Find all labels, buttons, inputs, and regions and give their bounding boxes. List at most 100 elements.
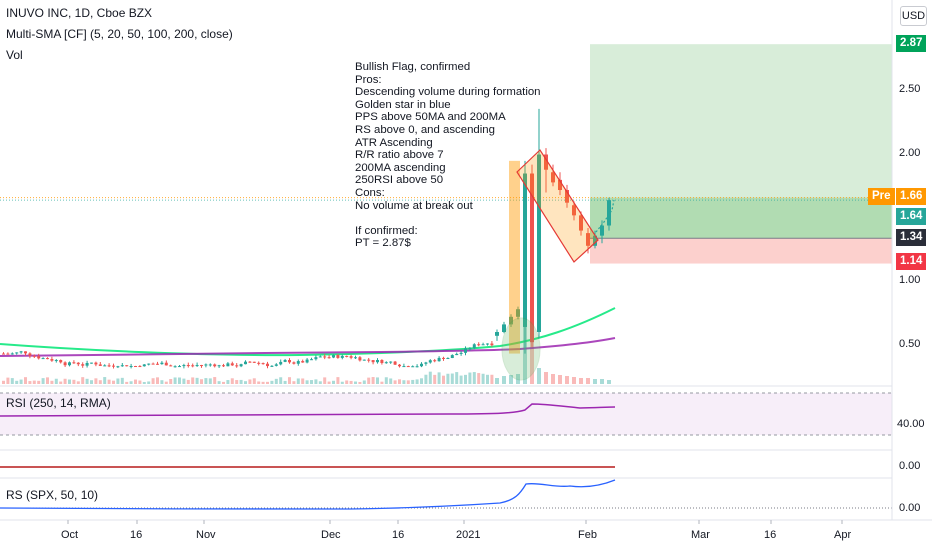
volume-bar (151, 378, 155, 384)
volume-bar (301, 378, 305, 384)
candle-body (164, 362, 168, 366)
candle-body (486, 343, 489, 345)
volume-bar (296, 378, 300, 384)
volume-legend[interactable]: Vol (6, 48, 23, 62)
volume-bar (336, 377, 340, 384)
candle-body (502, 324, 506, 333)
volume-bar (125, 381, 129, 384)
volume-bar (406, 380, 410, 384)
candle-body (442, 357, 445, 359)
candle-body (464, 348, 467, 353)
volume-bar (393, 380, 397, 384)
volume-bar (477, 373, 481, 384)
price-tick-label: 0.50 (899, 338, 921, 350)
time-tick-label: 16 (764, 529, 777, 541)
candle-body (160, 362, 164, 365)
price-tick-label: 2.50 (899, 83, 921, 95)
sma-slow-line (0, 337, 616, 357)
time-tick-label: 16 (130, 529, 143, 541)
volume-bar (252, 378, 256, 384)
candle-body (19, 351, 23, 353)
volume-bar (437, 372, 441, 384)
volume-bar (442, 375, 445, 384)
candle-body (178, 366, 181, 368)
candle-body (459, 352, 463, 354)
sma-legend[interactable]: Multi-SMA [CF] (5, 20, 50, 100, 200, clo… (6, 27, 233, 41)
atr-tick-label: 0.00 (899, 460, 921, 472)
volume-bar (191, 377, 195, 384)
candle-body (301, 361, 305, 363)
volume-bar (565, 376, 569, 384)
volume-bar (544, 372, 548, 384)
currency-button[interactable]: USD (900, 6, 927, 26)
candle-body (186, 365, 190, 367)
symbol-legend[interactable]: INUVO INC, 1D, Cboe BZX (6, 6, 153, 20)
candle-body (125, 365, 129, 367)
volume-bar (217, 381, 221, 384)
volume-bar (433, 374, 437, 384)
candle-body (24, 351, 27, 354)
volume-bar (551, 374, 555, 384)
volume-bar (530, 324, 534, 384)
candle-body (156, 363, 159, 365)
candle-body (371, 360, 375, 363)
volume-bar (455, 372, 459, 384)
rs-legend[interactable]: RS (SPX, 50, 10) (6, 488, 99, 502)
candle-body (411, 366, 415, 368)
stop-price-tag: 1.14 (896, 253, 927, 270)
candle-body (76, 362, 80, 365)
volume-bar (428, 371, 432, 384)
volume-bar (94, 378, 98, 384)
volume-bar (103, 377, 107, 384)
projection-path (595, 199, 615, 233)
candle-body (46, 358, 49, 360)
candle-body (288, 359, 291, 363)
volume-bar (354, 381, 357, 384)
candle-body (226, 363, 230, 367)
candle-body (523, 173, 527, 327)
candle-body (116, 366, 120, 368)
volume-bar (37, 380, 41, 384)
volume-bar (345, 380, 349, 384)
candle-body (200, 365, 203, 367)
pre-market-label: Pre (868, 188, 895, 205)
rsi-legend[interactable]: RSI (250, 14, RMA) (6, 396, 111, 410)
candle-body (270, 365, 274, 367)
flag-pole-highlight (509, 160, 520, 354)
candle-body (327, 357, 331, 359)
candle-body (41, 358, 45, 360)
candle-body (10, 353, 14, 355)
candle-body (217, 365, 221, 367)
volume-bar (537, 368, 541, 384)
stop-zone (590, 238, 892, 264)
profit-zone (590, 197, 892, 239)
candle-body (362, 359, 366, 361)
volume-bar (182, 378, 186, 384)
candle-body (244, 361, 247, 365)
volume-bar (186, 379, 190, 384)
time-tick-label: Nov (196, 529, 216, 541)
volume-bar (173, 377, 177, 384)
candle-body (6, 353, 10, 355)
volume-bar (362, 380, 366, 384)
volume-bar (384, 377, 388, 384)
rs-tick-label: 0.00 (899, 502, 921, 514)
volume-bar (509, 375, 513, 384)
volume-bar (142, 381, 146, 384)
volume-bar (169, 378, 173, 384)
candle-body (191, 365, 195, 367)
price-tick-label: 2.00 (899, 147, 921, 159)
candle-body (169, 365, 173, 367)
volume-bar (314, 379, 318, 384)
candle-body (138, 366, 142, 368)
volume-bar (481, 373, 485, 384)
volume-bar (15, 380, 19, 384)
candle-body (296, 361, 300, 364)
volume-bar (450, 373, 454, 384)
volume-bar (495, 378, 499, 384)
candle-body (495, 332, 499, 336)
volume-bar (68, 379, 71, 384)
volume-bar (32, 380, 36, 384)
